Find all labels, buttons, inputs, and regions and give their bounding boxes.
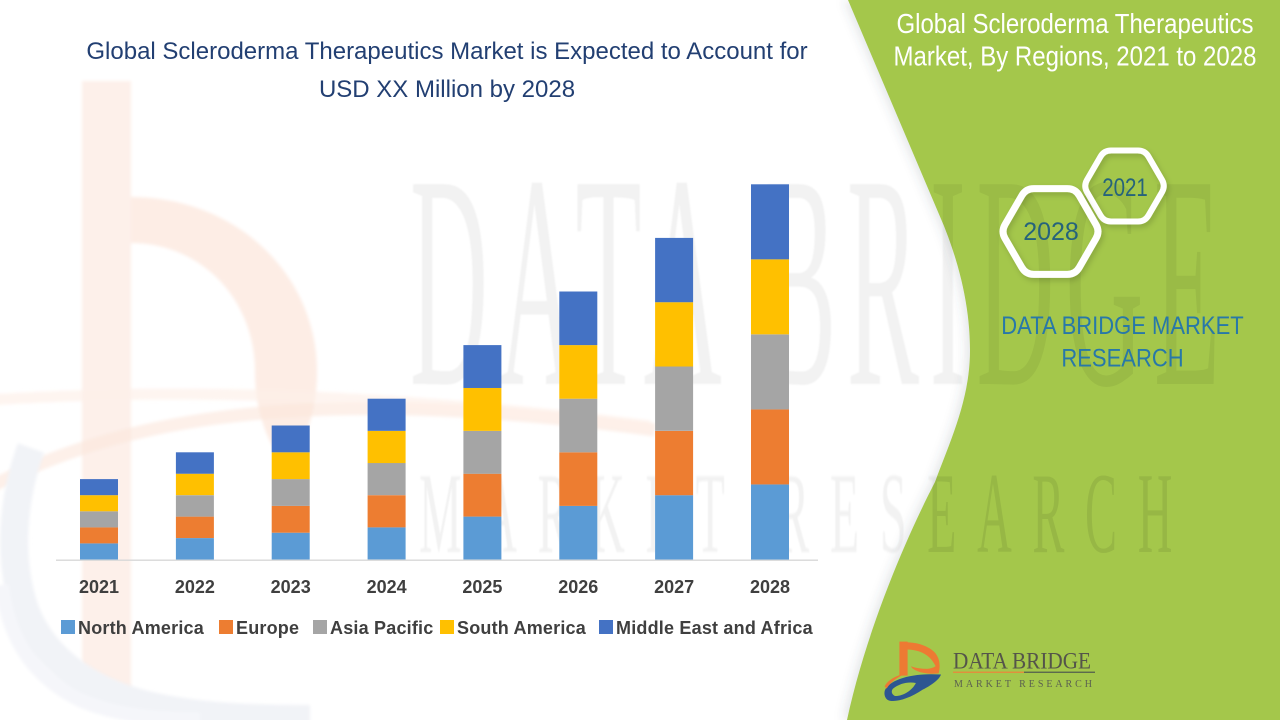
- svg-text:MARKET RESEARCH: MARKET RESEARCH: [954, 679, 1092, 690]
- svg-text:DATA BRIDGE: DATA BRIDGE: [953, 649, 1091, 674]
